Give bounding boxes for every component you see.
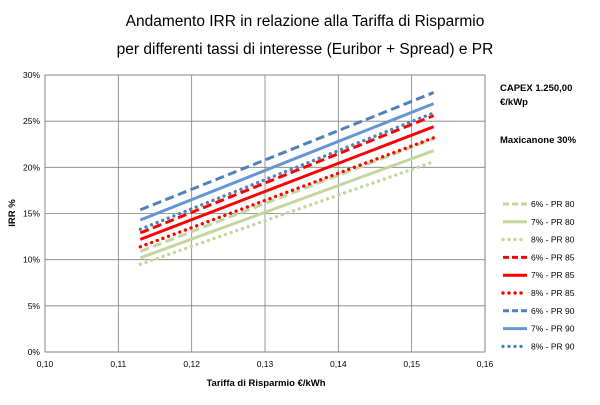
grid-layer <box>44 74 486 353</box>
series-line-3 <box>139 114 435 235</box>
maxicanone-note: Maxicanone 30% <box>500 135 577 146</box>
y-tick-label: 25% <box>23 116 40 126</box>
series-line-5 <box>138 136 436 249</box>
legend-label-4: 7% - PR 85 <box>531 270 575 280</box>
series-line-8 <box>138 111 436 231</box>
y-tick-label: 15% <box>23 209 40 219</box>
x-tick-label: 0,15 <box>403 359 420 369</box>
x-tick-label: 0,12 <box>183 359 200 369</box>
x-tick-label: 0,10 <box>37 359 54 369</box>
x-axis-label: Tariffa di Risparmio €/kWh <box>206 378 325 389</box>
series-line-0 <box>139 137 435 253</box>
series-line-1 <box>139 149 435 260</box>
y-tick-label: 30% <box>23 70 40 80</box>
x-tick-label: 0,14 <box>330 359 347 369</box>
chart-title-line-1: Andamento IRR in relazione alla Tariffa … <box>126 13 485 30</box>
series-line-2 <box>138 160 436 266</box>
legend-label-0: 6% - PR 80 <box>531 199 575 209</box>
x-tick-label: 0,16 <box>477 359 494 369</box>
legend-label-8: 8% - PR 90 <box>531 341 575 351</box>
chart-title-line-2: per differenti tassi di interesse (Eurib… <box>117 41 494 58</box>
x-tick-label: 0,13 <box>257 359 274 369</box>
y-tick-label: 5% <box>28 301 41 311</box>
legend-label-2: 8% - PR 80 <box>531 235 575 245</box>
series-line-6 <box>139 91 435 212</box>
legend-label-3: 6% - PR 85 <box>531 252 575 262</box>
legend: 6% - PR 80 7% - PR 80 8% - PR 80 6% - PR 85… <box>501 199 575 351</box>
plot-area-border <box>44 74 486 353</box>
y-tick-label: 20% <box>23 162 40 172</box>
legend-label-5: 8% - PR 85 <box>531 288 575 298</box>
series-line-7 <box>139 102 435 222</box>
capex-note-line-1: CAPEX 1.250,00 <box>500 83 572 94</box>
ticks-layer: 0,10 0,11 0,12 0,13 0,14 0,15 0,16 0% 5% 10% 15% 20… <box>23 70 494 369</box>
y-tick-label: 10% <box>23 255 40 265</box>
series-line-4 <box>139 125 435 241</box>
y-axis-label: IRR % <box>7 199 18 227</box>
series-layer <box>138 91 436 266</box>
legend-label-7: 7% - PR 90 <box>531 324 575 334</box>
y-tick-label: 0% <box>28 347 41 357</box>
legend-label-6: 6% - PR 90 <box>531 306 575 316</box>
legend-label-1: 7% - PR 80 <box>531 217 575 227</box>
capex-note-line-2: €/kWp <box>500 97 528 108</box>
x-tick-label: 0,11 <box>110 359 126 369</box>
